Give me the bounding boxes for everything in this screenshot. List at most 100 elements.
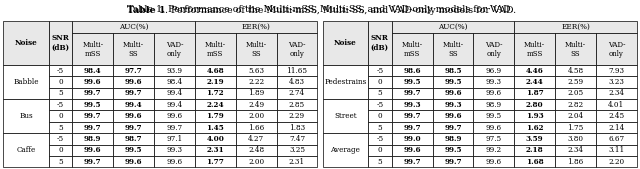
Text: SNR
(dB): SNR (dB) <box>51 34 70 52</box>
Text: 2.48: 2.48 <box>248 146 264 154</box>
Text: 99.7: 99.7 <box>125 89 143 97</box>
Bar <box>195 156 236 167</box>
Text: 99.5: 99.5 <box>444 78 461 86</box>
Text: Noise: Noise <box>15 39 37 47</box>
Bar <box>515 88 555 99</box>
Bar <box>276 144 317 156</box>
Text: AUC(%): AUC(%) <box>119 23 148 31</box>
Text: Multi-
SS: Multi- SS <box>246 41 267 58</box>
Text: 99.6: 99.6 <box>486 124 502 131</box>
Bar <box>154 76 195 88</box>
Bar <box>154 144 195 156</box>
Text: 98.4: 98.4 <box>84 67 102 75</box>
Bar <box>555 76 596 88</box>
Bar <box>195 76 236 88</box>
Bar <box>195 33 236 65</box>
Text: 99.6: 99.6 <box>166 112 182 120</box>
Text: 4.58: 4.58 <box>568 67 584 75</box>
Bar <box>113 144 154 156</box>
Bar <box>596 122 637 133</box>
Text: 99.7: 99.7 <box>444 124 462 131</box>
Text: 99.7: 99.7 <box>84 124 102 131</box>
Text: 4.83: 4.83 <box>289 78 305 86</box>
Text: Multi-
mSS: Multi- mSS <box>401 41 422 58</box>
Bar <box>113 122 154 133</box>
Bar <box>72 144 113 156</box>
Bar <box>596 76 637 88</box>
Bar <box>515 76 555 88</box>
Bar <box>433 144 474 156</box>
Text: 1.83: 1.83 <box>289 124 305 131</box>
Bar <box>596 65 637 76</box>
Bar <box>72 65 113 76</box>
Text: 3.23: 3.23 <box>609 78 624 86</box>
Text: 99.4: 99.4 <box>166 101 182 109</box>
Bar <box>323 133 368 167</box>
Bar <box>392 21 515 33</box>
Bar <box>49 122 72 133</box>
Text: 2.45: 2.45 <box>608 112 625 120</box>
Bar <box>195 65 236 76</box>
Text: 97.7: 97.7 <box>125 67 143 75</box>
Bar <box>154 33 195 65</box>
Text: 98.5: 98.5 <box>444 67 461 75</box>
Text: 99.7: 99.7 <box>403 89 421 97</box>
Text: 99.4: 99.4 <box>166 89 182 97</box>
Text: 2.05: 2.05 <box>568 89 584 97</box>
Bar <box>195 111 236 122</box>
Bar <box>113 33 154 65</box>
Text: 98.6: 98.6 <box>403 67 421 75</box>
Text: VAD-
only: VAD- only <box>607 41 625 58</box>
Text: 99.6: 99.6 <box>84 78 102 86</box>
Bar <box>113 65 154 76</box>
Bar <box>596 111 637 122</box>
Text: 2.31: 2.31 <box>289 158 305 166</box>
Text: 99.3: 99.3 <box>486 78 502 86</box>
Text: 99.3: 99.3 <box>444 101 462 109</box>
Bar <box>195 122 236 133</box>
Bar <box>276 111 317 122</box>
Bar <box>113 76 154 88</box>
Text: Table 1. Performance of the Multi-mSS, Multi-SS, and VAD-only models for VAD.: Table 1. Performance of the Multi-mSS, M… <box>127 5 513 14</box>
Bar <box>236 144 276 156</box>
Text: 0: 0 <box>378 78 382 86</box>
Text: VAD-
only: VAD- only <box>166 41 183 58</box>
Bar <box>368 88 392 99</box>
Text: 3.80: 3.80 <box>568 135 584 143</box>
Text: 2.34: 2.34 <box>609 89 625 97</box>
Bar <box>555 122 596 133</box>
Bar <box>368 76 392 88</box>
Bar <box>236 88 276 99</box>
Bar <box>49 99 72 111</box>
Text: 0: 0 <box>378 112 382 120</box>
Text: 5: 5 <box>378 89 382 97</box>
Text: 2.24: 2.24 <box>207 101 224 109</box>
Text: Multi-
SS: Multi- SS <box>123 41 144 58</box>
Bar <box>323 65 368 99</box>
Bar <box>113 88 154 99</box>
Text: 1.77: 1.77 <box>206 158 224 166</box>
Text: Multi-
SS: Multi- SS <box>565 41 586 58</box>
Bar <box>474 88 515 99</box>
Text: 99.4: 99.4 <box>125 101 143 109</box>
Text: 1.75: 1.75 <box>568 124 584 131</box>
Text: . Performance of the Multi-mSS, Multi-SS, and VAD-only models for VAD.: . Performance of the Multi-mSS, Multi-SS… <box>165 6 516 15</box>
Text: -5: -5 <box>57 101 64 109</box>
Text: 99.6: 99.6 <box>84 146 102 154</box>
Bar <box>276 65 317 76</box>
Bar <box>72 21 195 33</box>
Bar <box>474 99 515 111</box>
Bar <box>515 133 555 144</box>
Bar <box>596 156 637 167</box>
Bar <box>72 122 113 133</box>
Bar <box>276 133 317 144</box>
Text: 5: 5 <box>378 124 382 131</box>
Bar <box>555 88 596 99</box>
Bar <box>195 144 236 156</box>
Bar <box>474 65 515 76</box>
Bar <box>323 21 368 65</box>
Text: 4.46: 4.46 <box>526 67 543 75</box>
Text: VAD-
only: VAD- only <box>485 41 502 58</box>
Bar <box>368 133 392 144</box>
Bar <box>3 99 49 133</box>
